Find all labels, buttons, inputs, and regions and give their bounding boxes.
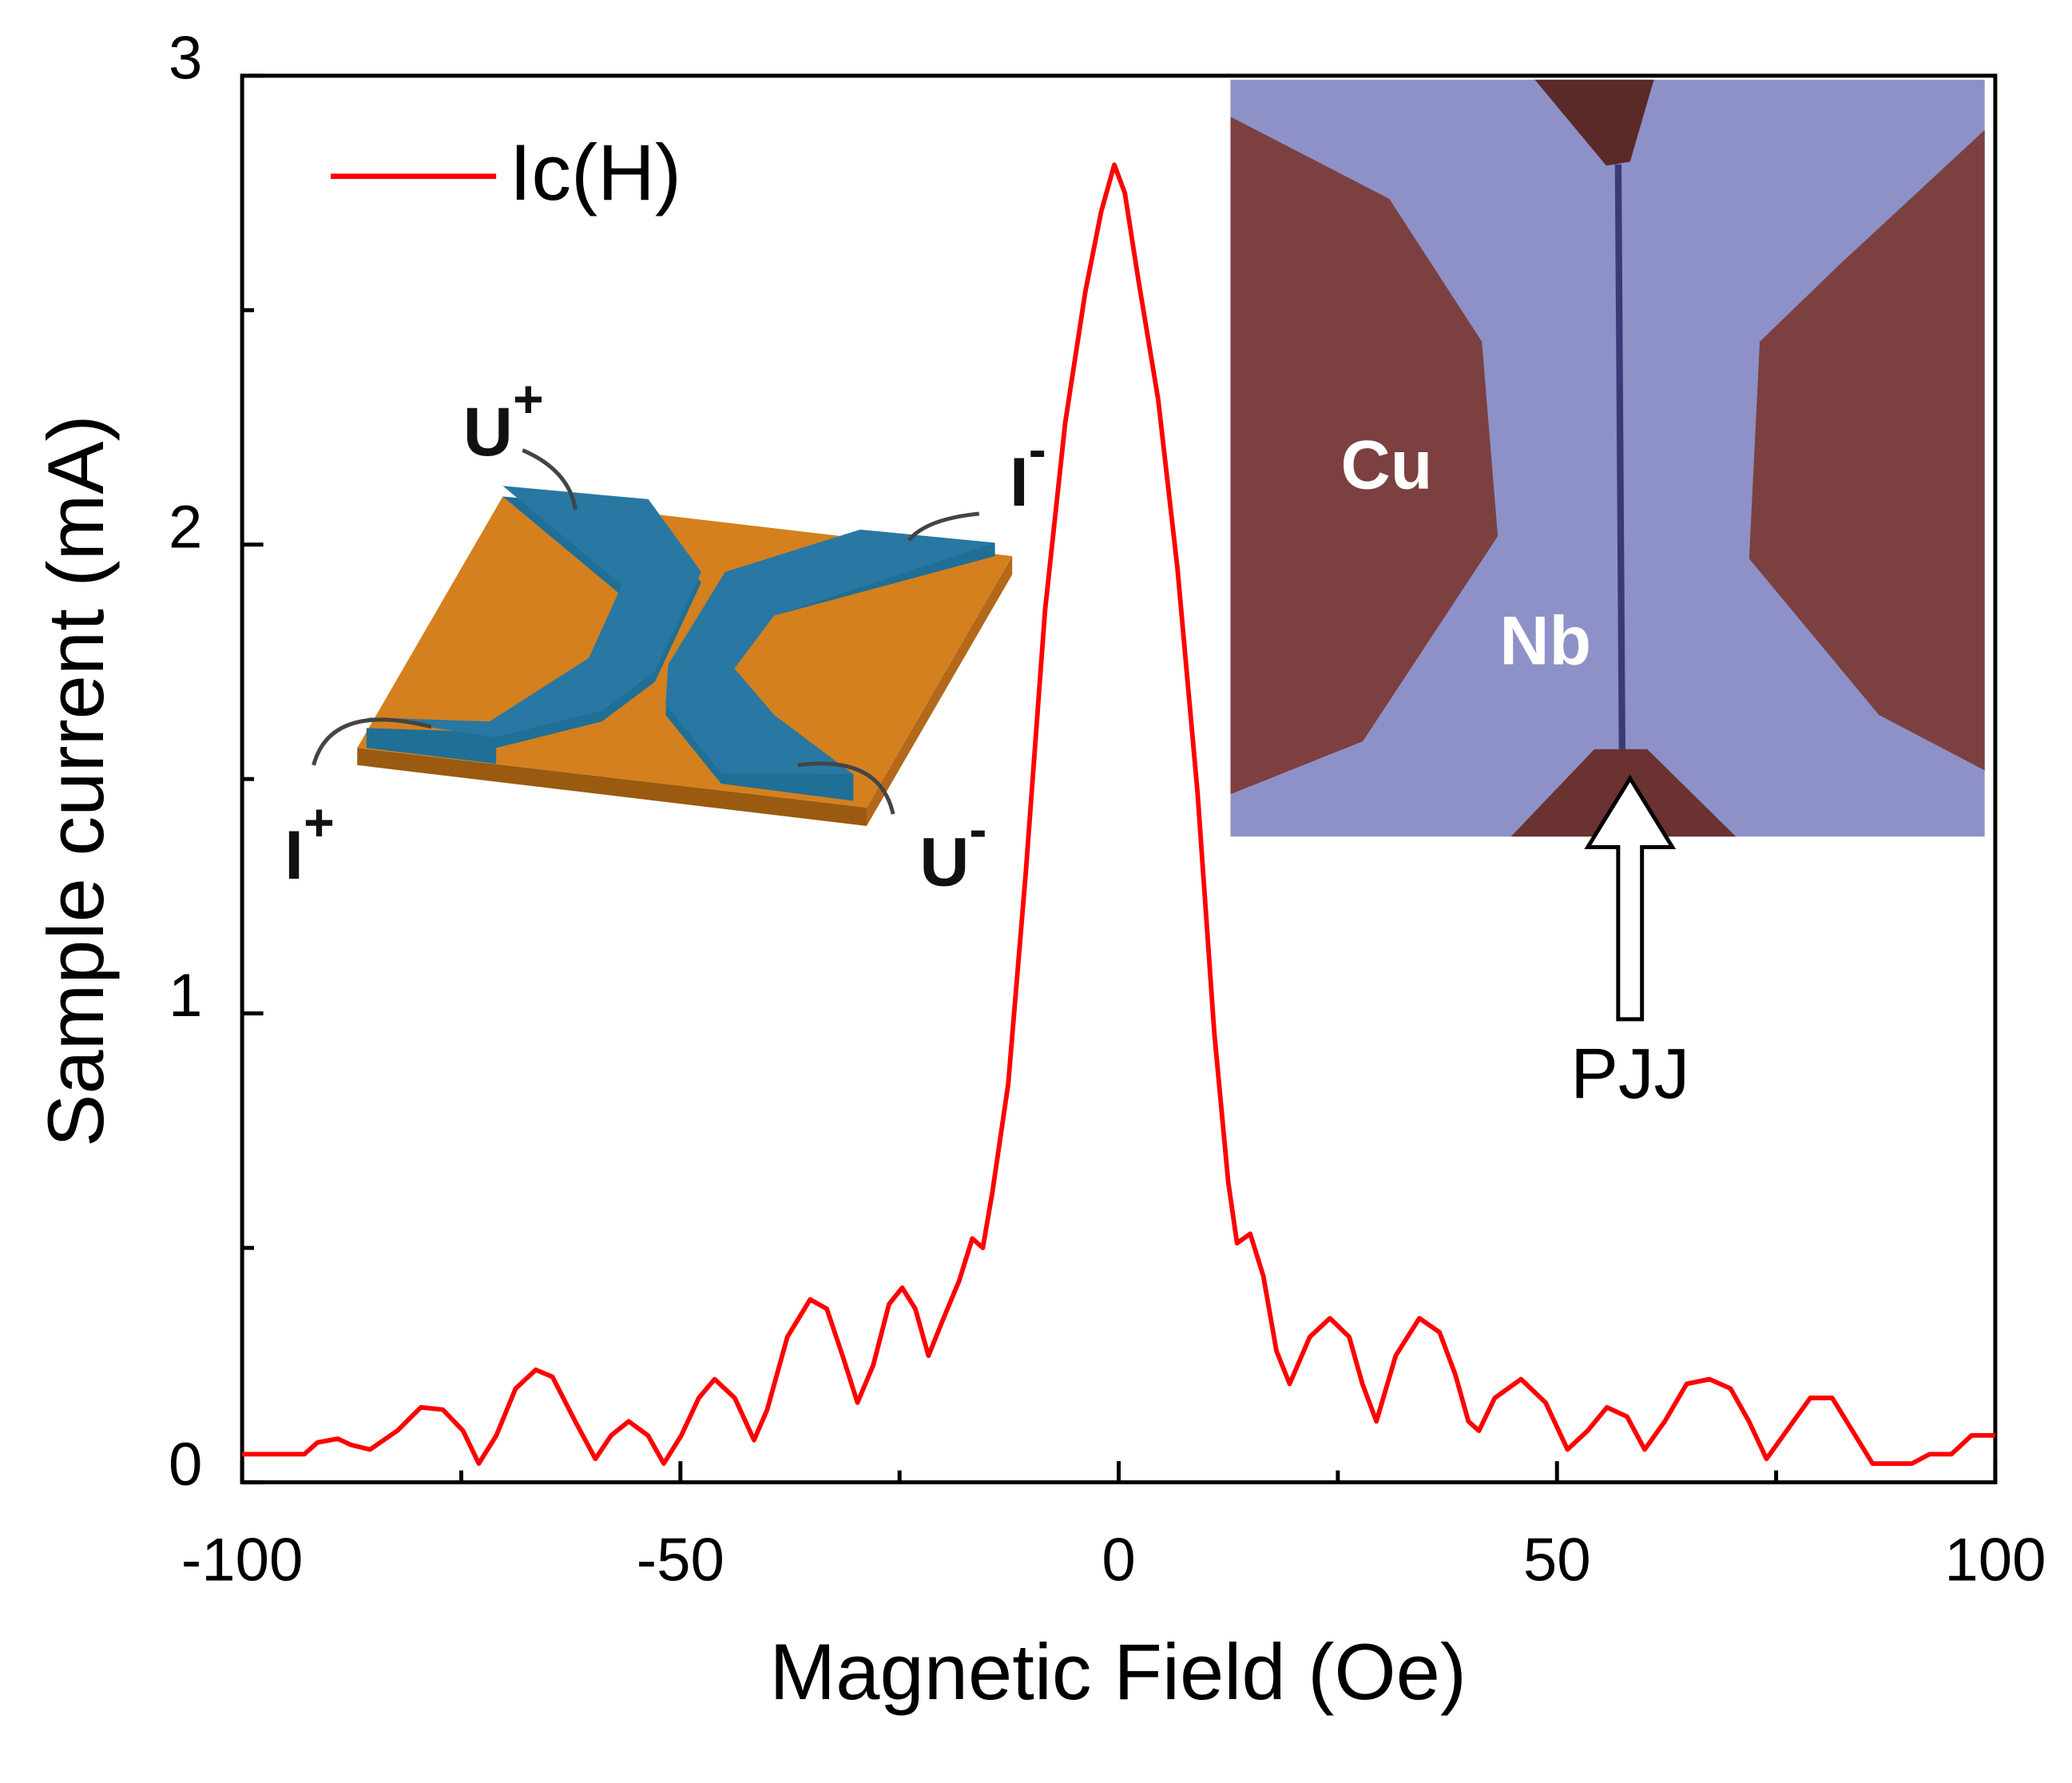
y-tick-label: 1	[169, 962, 202, 1030]
annotation-superscript: +	[304, 793, 335, 852]
legend-label: Ic(H)	[510, 129, 681, 217]
x-axis-title: Magnetic Field (Oe)	[769, 1628, 1467, 1717]
micrograph-inset	[1230, 79, 1985, 1022]
annotation: U-	[919, 800, 986, 900]
x-tick-label: -100	[181, 1526, 304, 1594]
annotation-text: Cu	[1341, 427, 1433, 503]
annotation: I-	[1010, 419, 1046, 520]
y-tick-label: 2	[169, 493, 202, 561]
annotation: Cu	[1341, 427, 1433, 503]
annotation: Nb	[1499, 602, 1591, 679]
annotation-text: PJJ	[1570, 1033, 1689, 1113]
y-axis-title: Sample current (mA)	[32, 415, 121, 1147]
annotation-text: U	[463, 394, 513, 471]
annotation-text: I	[1010, 444, 1029, 521]
schematic-inset	[312, 448, 1013, 827]
annotation-superscript: -	[969, 800, 986, 859]
x-tick-label: 0	[1101, 1526, 1135, 1594]
x-tick-label: 50	[1523, 1526, 1591, 1594]
annotation-text: I	[284, 817, 304, 894]
annotation-superscript: +	[513, 369, 544, 428]
data-line	[242, 162, 1995, 1467]
y-tick-label: 0	[169, 1431, 202, 1499]
x-tick-label: -50	[637, 1526, 724, 1594]
annotation-text: Nb	[1499, 602, 1591, 679]
y-tick-label: 3	[169, 24, 202, 92]
annotation-text: U	[919, 824, 969, 900]
annotation-superscript: -	[1029, 419, 1046, 479]
x-tick-label: 100	[1944, 1526, 2046, 1594]
annotation: U+	[463, 369, 544, 470]
annotation: PJJ	[1570, 1033, 1689, 1113]
annotation: I+	[284, 793, 335, 894]
